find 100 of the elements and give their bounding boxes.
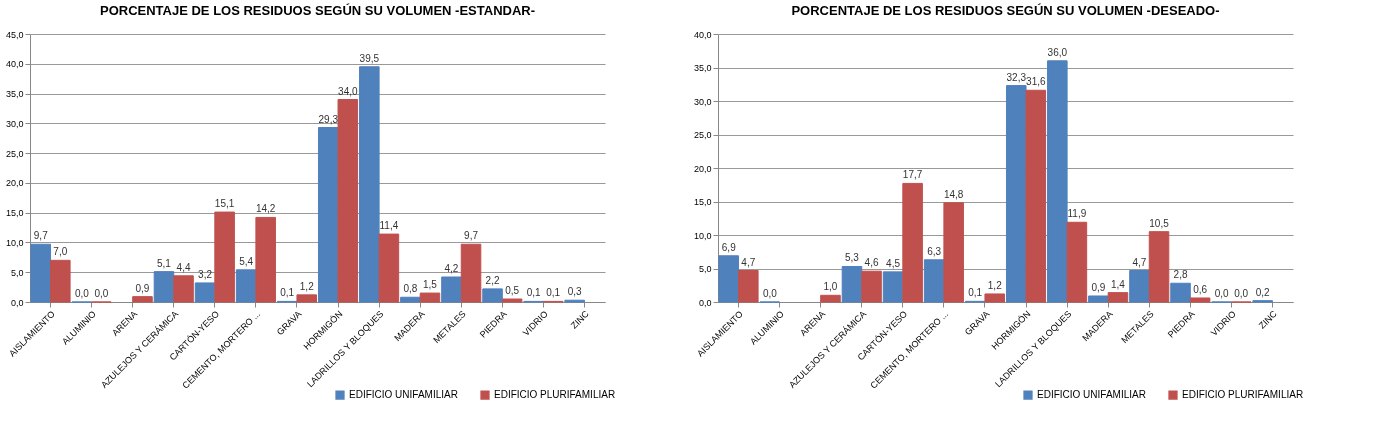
- bar: [1066, 221, 1088, 303]
- bar: [132, 296, 153, 303]
- bar: [441, 276, 462, 303]
- data-label: 5,4: [239, 255, 254, 267]
- data-label: 1,2: [987, 279, 1003, 291]
- data-label: 1,4: [1111, 278, 1126, 290]
- y-tick-label: 30,0: [5, 118, 24, 129]
- bar: [984, 293, 1006, 303]
- data-label: 14,2: [255, 203, 276, 215]
- legend-label: EDIFICIO UNIFAMILIAR: [349, 389, 458, 401]
- bar: [255, 216, 276, 303]
- data-label: 29,3: [318, 113, 339, 125]
- data-label: 4,6: [864, 257, 879, 269]
- bar: [235, 269, 257, 303]
- bar: [30, 243, 52, 303]
- y-tick-label: 35,0: [5, 89, 24, 100]
- data-label: 0,5: [505, 285, 520, 297]
- bar: [718, 255, 740, 303]
- bar: [501, 298, 523, 303]
- bar: [296, 294, 318, 303]
- bar: [194, 282, 216, 303]
- bar: [1129, 270, 1150, 303]
- bar: [861, 270, 882, 303]
- data-label: 0,1: [546, 287, 561, 299]
- data-label: 36,0: [1047, 46, 1068, 58]
- data-label: 9,7: [33, 230, 49, 242]
- legend-label: EDIFICIO PLURIFAMILIAR: [494, 389, 616, 401]
- y-tick-label: 20,0: [5, 178, 24, 189]
- chart-title: PORCENTAJE DE LOS RESIDUOS SEGÚN SU VOLUMEN -ESTANDAR-: [99, 3, 536, 18]
- data-label: 0,1: [280, 287, 295, 299]
- data-label: 4,7: [741, 256, 756, 268]
- y-tick-label: 0,0: [698, 297, 712, 308]
- bar: [214, 211, 235, 303]
- data-label: 0,0: [1234, 288, 1249, 299]
- data-label: 31,6: [1026, 76, 1046, 88]
- data-label: 0,6: [1193, 283, 1208, 295]
- data-label: 39,5: [359, 52, 380, 64]
- y-tick-label: 35,0: [693, 63, 712, 73]
- bar: [738, 270, 759, 303]
- bar: [482, 288, 503, 303]
- bar: [337, 99, 359, 303]
- bar: [820, 294, 841, 303]
- bar: [50, 259, 71, 303]
- y-tick-label: 30,0: [693, 96, 712, 107]
- bar: [923, 259, 945, 303]
- y-tick-label: 15,0: [693, 197, 712, 207]
- y-tick-label: 5,0: [698, 264, 712, 274]
- bar: [400, 296, 421, 303]
- data-label: 1,2: [299, 280, 315, 292]
- data-label: 6,9: [721, 241, 737, 253]
- y-tick-label: 10,0: [5, 237, 24, 248]
- data-label: 1,0: [823, 281, 838, 293]
- data-label: 10,5: [1149, 217, 1170, 229]
- data-label: 0,8: [403, 283, 418, 295]
- y-tick-label: 25,0: [693, 130, 712, 140]
- y-tick-label: 0,0: [10, 297, 24, 308]
- y-tick-label: 45,0: [5, 29, 24, 40]
- bar: [841, 265, 863, 303]
- data-label: 14,8: [943, 188, 964, 200]
- bar: [460, 243, 482, 303]
- bar: [359, 66, 380, 303]
- y-tick-label: 40,0: [693, 29, 712, 40]
- data-label: 32,3: [1006, 71, 1027, 83]
- data-label: 4,4: [176, 261, 191, 273]
- y-tick-label: 5,0: [10, 267, 24, 278]
- y-tick-label: 40,0: [5, 59, 24, 70]
- data-label: 5,1: [157, 257, 172, 269]
- data-label: 17,7: [902, 169, 923, 181]
- data-label: 11,9: [1067, 208, 1087, 220]
- bar: [419, 292, 441, 303]
- data-label: 0,1: [526, 287, 541, 299]
- data-label: 4,7: [1132, 256, 1147, 268]
- bar: [1047, 60, 1068, 303]
- legend-label: EDIFICIO UNIFAMILIAR: [1037, 389, 1146, 401]
- data-label: 2,2: [485, 274, 500, 286]
- data-label: 1,5: [423, 279, 438, 291]
- data-label: 7,0: [53, 246, 68, 258]
- data-label: 9,7: [464, 230, 479, 242]
- data-label: 0,0: [74, 288, 90, 299]
- bar: [378, 233, 400, 303]
- data-label: 34,0: [338, 85, 358, 97]
- data-label: 0,0: [1214, 288, 1229, 299]
- data-label: 2,8: [1173, 269, 1188, 281]
- data-label: 0,9: [135, 282, 150, 294]
- data-label: 3,2: [198, 268, 213, 280]
- data-label: 0,0: [762, 288, 778, 299]
- legend-label: EDIFICIO PLURIFAMILIAR: [1182, 389, 1304, 401]
- data-label: 0,1: [968, 287, 983, 299]
- bar: [943, 202, 964, 303]
- y-tick-label: 25,0: [5, 148, 24, 159]
- bar: [1005, 85, 1027, 303]
- bar: [1107, 292, 1129, 303]
- data-label: 6,3: [927, 245, 942, 257]
- data-label: 0,9: [1091, 281, 1106, 293]
- y-tick-label: 20,0: [693, 163, 712, 174]
- data-label: 0,0: [94, 288, 109, 299]
- bar: [1170, 282, 1191, 303]
- data-label: 0,3: [567, 286, 583, 298]
- bar: [173, 275, 194, 303]
- data-label: 5,3: [845, 252, 860, 264]
